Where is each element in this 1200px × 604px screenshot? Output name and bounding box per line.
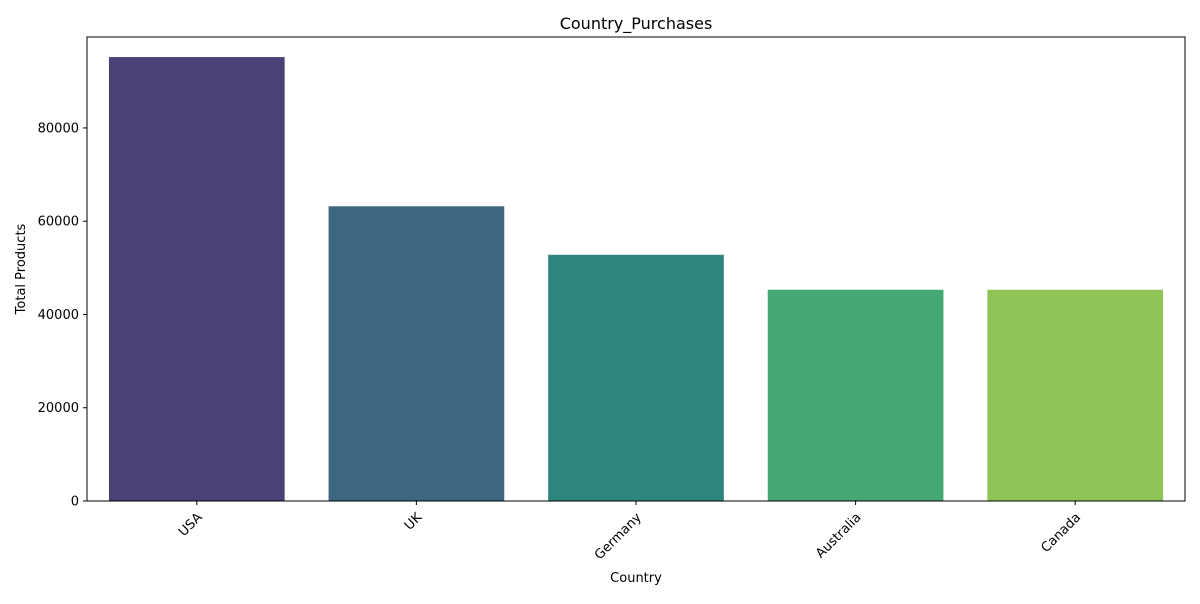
bar-usa	[108, 57, 285, 502]
chart-title: Country_Purchases	[560, 14, 713, 34]
y-axis-label: Total Products	[14, 223, 29, 315]
bar-uk	[328, 206, 505, 502]
y-tick-label: 20000	[38, 401, 79, 416]
y-axis: 0 20000 40000 60000 80000	[38, 121, 87, 510]
x-tick-label: Canada	[1038, 510, 1084, 556]
bar-germany	[548, 254, 724, 501]
y-tick-label: 40000	[38, 308, 79, 323]
plot-frame	[86, 36, 1186, 502]
x-axis-label: Country	[610, 571, 662, 586]
x-tick-label: Germany	[592, 510, 645, 563]
bars	[108, 57, 1164, 502]
x-tick-label: USA	[176, 510, 206, 540]
bar-canada	[987, 289, 1164, 501]
y-tick-label: 0	[71, 495, 79, 510]
x-axis: USA UK Germany Australia Canada	[176, 501, 1084, 563]
x-tick-label: Australia	[813, 510, 864, 561]
bar-australia	[767, 289, 944, 501]
x-tick-label: UK	[402, 510, 426, 534]
y-tick-label: 60000	[38, 215, 79, 230]
y-tick-label: 80000	[38, 121, 79, 136]
